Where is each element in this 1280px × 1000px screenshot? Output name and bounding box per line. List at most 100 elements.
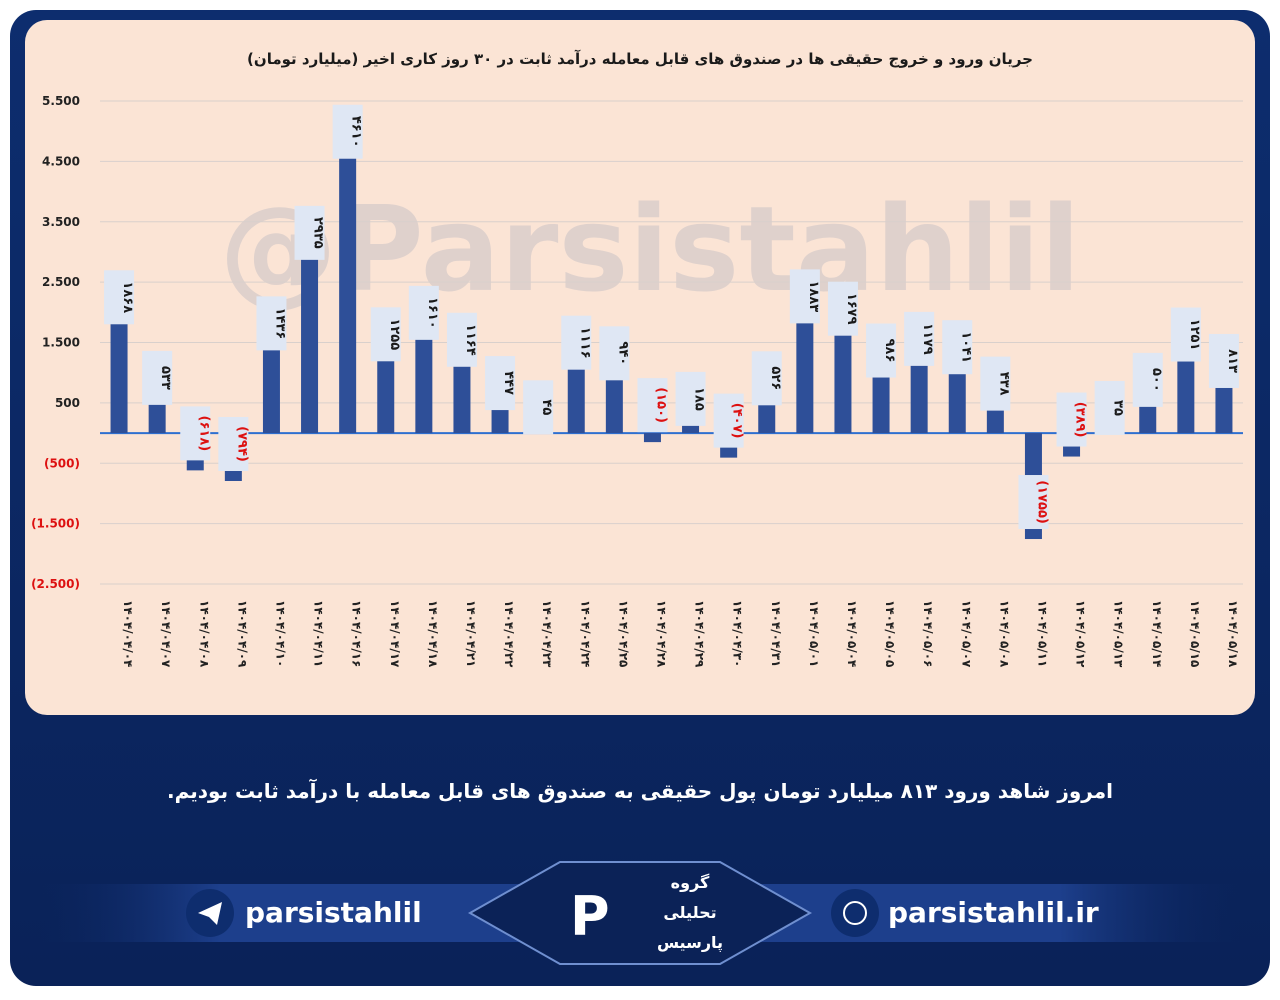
bar [110,320,128,434]
value-label: ۱۸۸۳ [806,281,821,313]
value-label: ۱۱۶۴ [463,324,478,356]
x-tick-label: ۱۴۰۴/۰۴/۱۰ [273,600,287,667]
value-label-box [789,269,820,324]
x-tick-label: ۱۴۰۴/۰۵/۰۶ [921,600,935,667]
value-label-box [751,351,782,406]
bar [643,433,661,443]
value-label: ۴۴۷ [501,371,516,395]
x-tick-label: ۱۴۰۴/۰۵/۱۸ [1226,600,1240,668]
x-tick-label: ۱۴۰۴/۰۴/۱۱ [312,600,326,667]
value-label-box [980,356,1011,411]
value-label: ۹۴۰ [615,341,630,365]
value-label: ۱۶۷۹ [844,293,859,325]
value-label: (۷۹۴) [234,426,249,462]
value-label-box [942,320,973,375]
x-tick-label: ۱۴۰۴/۰۵/۰۴ [845,600,859,667]
value-label-box [827,281,858,336]
value-label-box [904,311,935,366]
y-tick-label: 3.500 [42,215,80,229]
watermark: @Parsistahlil [219,180,1080,318]
value-label: ۵۰۰ [1149,368,1164,392]
bar [1139,402,1157,434]
chart-title: جریان ورود و خروج حقیقی ها در صندوق های … [247,50,1033,68]
value-label-box [523,380,554,435]
telegram-glyph [198,902,222,925]
value-label-box [675,371,706,426]
bar [834,331,852,434]
bar [339,154,357,434]
value-label: ۱۱۷۹ [920,323,935,355]
value-label: (۱۷۵۵) [1034,480,1049,524]
x-tick-label: ۱۴۰۴/۰۵/۰۵ [883,600,897,667]
web-icon [831,889,879,937]
value-label: ۹۸۶ [882,339,897,363]
x-tick-label: ۱۴۰۴/۰۴/۲۸ [654,600,668,668]
x-tick-label: ۱۴۰۴/۰۴/۱۷ [388,600,402,668]
value-label: ۱۲۵۵ [387,318,402,350]
value-label-box [370,307,401,362]
value-label: ۱۴۳۶ [272,307,287,339]
bar [262,346,280,434]
y-tick-label: (500) [44,456,80,470]
value-label-box [1056,392,1087,447]
value-label-box [561,315,592,370]
bar [377,357,395,434]
value-label-box [866,323,897,378]
y-tick-label: 1.500 [42,336,80,350]
y-tick-label: 4.500 [42,154,80,168]
y-tick-label: 500 [55,396,80,410]
value-label-box [713,393,744,448]
bar [910,361,928,434]
x-tick-label: ۱۴۰۴/۰۴/۱۸ [426,600,440,668]
bar [453,362,471,434]
bar [948,370,966,434]
bar [301,255,319,434]
bar [682,421,700,434]
value-label-box [180,406,211,461]
y-tick-label: (1.500) [31,517,80,531]
bar [1177,357,1195,434]
value-label: ۴۳۸ [996,372,1011,396]
value-label-box [256,296,287,351]
logo-plate [467,861,813,965]
x-tick-label: ۱۴۰۴/۰۴/۲۵ [616,600,630,667]
plot: 5.500 4.500 3.500 2.500 1.500 500 (500) (1.500)… [31,94,1243,668]
website: parsistahlil.ir [888,896,1099,929]
bar [758,401,776,434]
x-tick-label: ۱۴۰۴/۰۵/۰۷ [959,600,973,668]
value-label-box [637,378,668,433]
x-tick-label: ۱۴۰۴/۰۵/۱۵ [1188,600,1202,667]
value-label: (۳۸۹) [1073,402,1088,438]
value-label-box [332,104,363,159]
value-label: ۱۱۱۶ [577,327,592,359]
y-tick-label: 5.500 [42,94,80,108]
value-label: ۳۵ [1111,400,1126,416]
bar [1215,383,1233,434]
value-label: ۱۶۱۰ [425,297,440,329]
value-label-box [1132,352,1163,407]
value-label-box [485,356,516,411]
value-label-box [1170,307,1201,362]
value-label-box [104,270,135,325]
x-tick-label: ۱۴۰۴/۰۵/۰۸ [997,600,1011,668]
value-label-box [1018,475,1049,530]
bar [415,335,433,434]
value-label-box [1094,380,1125,435]
x-tick-label: ۱۴۰۴/۰۵/۱۴ [1150,600,1164,667]
value-label: ۱۸۶۸ [120,281,135,313]
x-tick-label: ۱۴۰۴/۰۵/۱۲ [1074,600,1088,668]
telegram-handle: parsistahlil [245,896,422,929]
bar [872,373,890,434]
web-glyph [843,901,867,925]
value-label-box [294,205,325,260]
value-label: ۱۰۴۱ [958,331,973,363]
x-tick-label: ۱۴۰۴/۰۴/۰۹ [235,600,249,668]
value-label: ۱۸۵ [692,387,707,411]
value-label: (۶۱۸) [196,416,211,452]
x-tick-label: ۱۴۰۴/۰۴/۲۱ [464,600,478,667]
logo-text: تحلیلی [663,903,716,922]
bar [986,406,1004,434]
value-label-box [1208,333,1239,388]
logo-mark: P [570,885,610,948]
